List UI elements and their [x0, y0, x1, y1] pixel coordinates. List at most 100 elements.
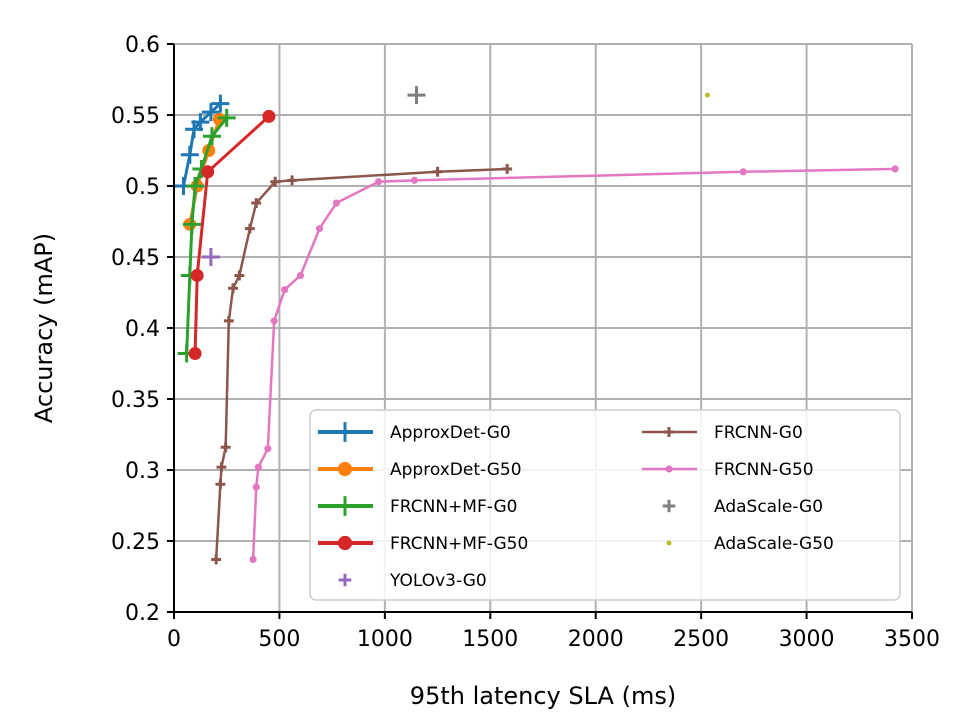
y-tick-label: 0.6	[125, 33, 160, 58]
data-point	[332, 199, 340, 207]
data-point	[186, 177, 205, 195]
legend-swatch-marker	[666, 540, 672, 546]
legend-swatch-marker	[337, 535, 353, 551]
legend-label: FRCNN+MF-G0	[390, 497, 517, 517]
data-point	[201, 248, 220, 266]
data-point	[410, 176, 418, 184]
y-tick-label: 0.4	[125, 317, 160, 342]
series-frcnn-mf-g0	[177, 108, 236, 363]
y-axis-title: Accuracy (mAP)	[30, 233, 58, 423]
data-point	[287, 175, 298, 186]
legend-label: ApproxDet-G0	[390, 423, 511, 443]
series-frcnn-g0	[211, 164, 513, 565]
data-point	[190, 268, 204, 282]
y-tick-label: 0.45	[111, 246, 160, 271]
data-point	[704, 92, 710, 98]
x-tick-label: 500	[258, 627, 300, 652]
data-point	[270, 317, 278, 325]
x-tick-label: 1000	[357, 627, 413, 652]
data-point	[201, 165, 215, 179]
x-tick-label: 2500	[673, 627, 729, 652]
data-point	[262, 109, 276, 123]
legend-swatch-marker	[335, 422, 355, 442]
legend-swatch-marker	[664, 427, 674, 437]
x-tick-label: 3000	[779, 627, 835, 652]
data-point	[251, 198, 262, 208]
series-approxdet-g0	[174, 94, 230, 195]
x-axis-title: 95th latency SLA (ms)	[410, 682, 676, 710]
data-point	[249, 555, 257, 564]
data-point	[215, 479, 226, 490]
data-point	[264, 445, 272, 453]
series-yolov3-g0	[201, 248, 220, 266]
legend-item: ApproxDet-G0	[318, 422, 511, 443]
legend-item: FRCNN+MF-G50	[318, 534, 528, 554]
data-point	[315, 225, 324, 233]
data-point	[223, 315, 234, 326]
x-tick-label: 1500	[462, 627, 518, 652]
data-point	[739, 168, 747, 176]
series-adascale-g50	[704, 92, 710, 98]
y-tick-label: 0.25	[111, 530, 160, 555]
y-tick-label: 0.55	[111, 104, 160, 129]
series-adascale-g0	[407, 86, 426, 105]
y-tick-label: 0.5	[125, 175, 160, 200]
legend-swatch-marker	[665, 465, 673, 473]
legend-item: FRCNN-G0	[642, 423, 803, 443]
legend-swatch-marker	[662, 499, 676, 513]
data-point	[188, 347, 202, 361]
ticks: 0 500 1000 1500 2000 2500 3000 3500 0.2 0.25 0.3 0.…	[111, 33, 940, 652]
data-point	[201, 103, 220, 122]
data-point	[211, 554, 222, 565]
legend-label: YOLOv3-G0	[389, 571, 487, 591]
legend: ApproxDet-G0 ApproxDet-G50 FRCNN+MF-G0 FRCN…	[309, 409, 901, 601]
data-point	[202, 127, 221, 146]
data-point	[407, 86, 426, 105]
series-line	[185, 116, 228, 354]
data-point	[432, 166, 443, 177]
x-tick-label: 2000	[568, 627, 624, 652]
legend-item: ApproxDet-G50	[318, 460, 522, 480]
data-point	[891, 165, 899, 173]
legend-swatch-marker	[338, 573, 352, 587]
legend-item: AdaScale-G0	[662, 497, 823, 517]
series-line	[193, 115, 270, 354]
legend-label: AdaScale-G0	[714, 497, 823, 517]
data-point	[281, 286, 289, 294]
plot-series	[174, 86, 899, 565]
legend-label: FRCNN-G0	[714, 423, 803, 443]
data-point	[191, 113, 210, 132]
legend-label: FRCNN+MF-G50	[390, 534, 528, 554]
data-point	[374, 178, 383, 186]
grid	[174, 43, 913, 612]
legend-item: FRCNN+MF-G0	[318, 496, 517, 517]
data-point	[502, 164, 513, 174]
x-tick-label: 0	[167, 627, 181, 652]
y-tick-label: 0.2	[125, 601, 160, 626]
data-point	[216, 462, 227, 473]
data-point	[217, 108, 236, 127]
data-point	[220, 442, 231, 453]
series-frcnn-g50	[249, 165, 899, 564]
data-point	[180, 145, 199, 164]
series-frcnn-mf-g50	[188, 109, 276, 361]
legend-swatch-marker	[335, 496, 355, 516]
y-tick-label: 0.35	[111, 388, 160, 413]
data-point	[254, 463, 262, 471]
legend-frame	[309, 409, 901, 601]
data-point	[270, 176, 281, 187]
legend-item: AdaScale-G50	[666, 534, 834, 554]
data-point	[182, 215, 201, 234]
x-tick-label: 3500	[884, 627, 940, 652]
data-point	[244, 223, 255, 234]
data-point	[252, 483, 260, 491]
legend-item: YOLOv3-G0	[338, 571, 487, 591]
data-point	[228, 283, 238, 294]
legend-label: FRCNN-G50	[714, 460, 814, 480]
legend-label: ApproxDet-G50	[390, 460, 522, 480]
data-point	[296, 271, 305, 280]
legend-label: AdaScale-G50	[714, 534, 834, 554]
legend-item: FRCNN-G50	[642, 460, 814, 480]
data-point	[211, 94, 230, 113]
